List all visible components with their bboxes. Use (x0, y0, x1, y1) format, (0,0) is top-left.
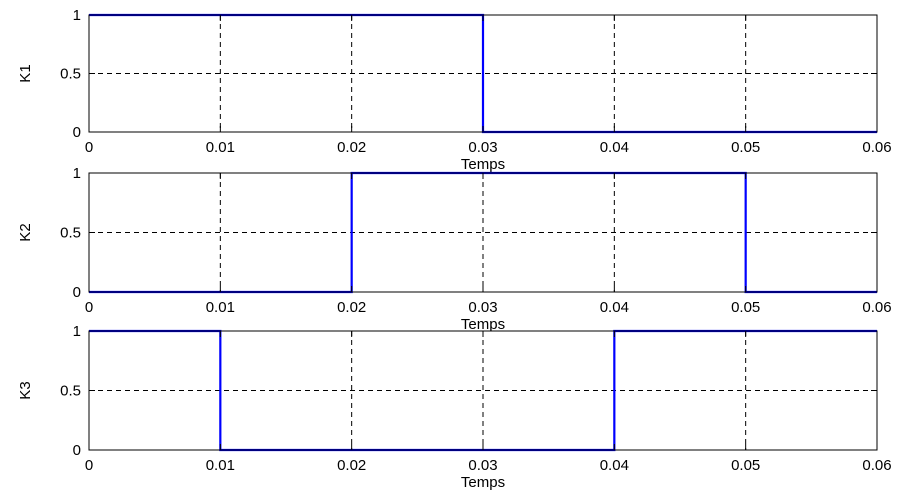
subplot-3-y-tick-label: 1 (73, 323, 81, 340)
subplot-1-y-tick-label: 0 (73, 124, 81, 141)
subplot-3-y-tick-label: 0 (73, 442, 81, 459)
subplot-2-x-tick-label: 0.03 (468, 299, 497, 316)
subplot-1-y-tick-label: 1 (73, 7, 81, 24)
subplot-3-x-tick-label: 0.03 (468, 457, 497, 474)
subplot-3-y-tick-label: 0.5 (60, 383, 81, 400)
subplot-2-x-axis-label: Temps (461, 316, 505, 333)
subplot-1-x-tick-label: 0.01 (206, 139, 235, 156)
subplot-3-x-tick-label: 0.02 (337, 457, 366, 474)
subplot-1: 0 0.01 0.02 0.03 0.04 0.05 0.06 0 0.5 1 Temps K1 (17, 7, 892, 173)
subplot-2-y-tick-label: 0.5 (60, 225, 81, 242)
subplot-2-x-tick-label: 0.04 (600, 299, 629, 316)
subplot-3-x-tick-label: 0 (85, 457, 93, 474)
subplot-3-x-axis-label: Temps (461, 474, 505, 491)
subplot-1-x-tick-label: 0.02 (337, 139, 366, 156)
subplot-3: 0 0.01 0.02 0.03 0.04 0.05 0.06 0 0.5 1 Temps K3 (17, 323, 892, 491)
subplot-1-x-tick-label: 0.06 (862, 139, 891, 156)
subplot-1-x-tick-label: 0.05 (731, 139, 760, 156)
subplot-3-x-tick-label: 0.04 (600, 457, 629, 474)
subplot-1-x-tick-label: 0 (85, 139, 93, 156)
subplot-1-x-tick-label: 0.03 (468, 139, 497, 156)
subplot-2-x-tick-label: 0.05 (731, 299, 760, 316)
subplot-2-x-tick-label: 0 (85, 299, 93, 316)
subplot-2-y-tick-label: 1 (73, 165, 81, 182)
subplot-2-x-tick-label: 0.01 (206, 299, 235, 316)
subplot-1-x-tick-label: 0.04 (600, 139, 629, 156)
subplot-2: 0 0.01 0.02 0.03 0.04 0.05 0.06 0 0.5 1 Temps K2 (17, 165, 892, 333)
subplot-3-x-tick-label: 0.05 (731, 457, 760, 474)
subplot-2-x-tick-label: 0.06 (862, 299, 891, 316)
subplot-1-y-axis-label: K1 (17, 64, 34, 82)
subplot-1-x-axis-label: Temps (461, 156, 505, 173)
subplot-2-y-axis-label: K2 (17, 223, 34, 241)
subplot-3-x-tick-label: 0.06 (862, 457, 891, 474)
subplot-2-y-tick-label: 0 (73, 284, 81, 301)
subplot-3-y-axis-label: K3 (17, 381, 34, 399)
subplot-2-x-tick-label: 0.02 (337, 299, 366, 316)
subplot-1-y-tick-label: 0.5 (60, 66, 81, 83)
subplot-3-x-tick-label: 0.01 (206, 457, 235, 474)
